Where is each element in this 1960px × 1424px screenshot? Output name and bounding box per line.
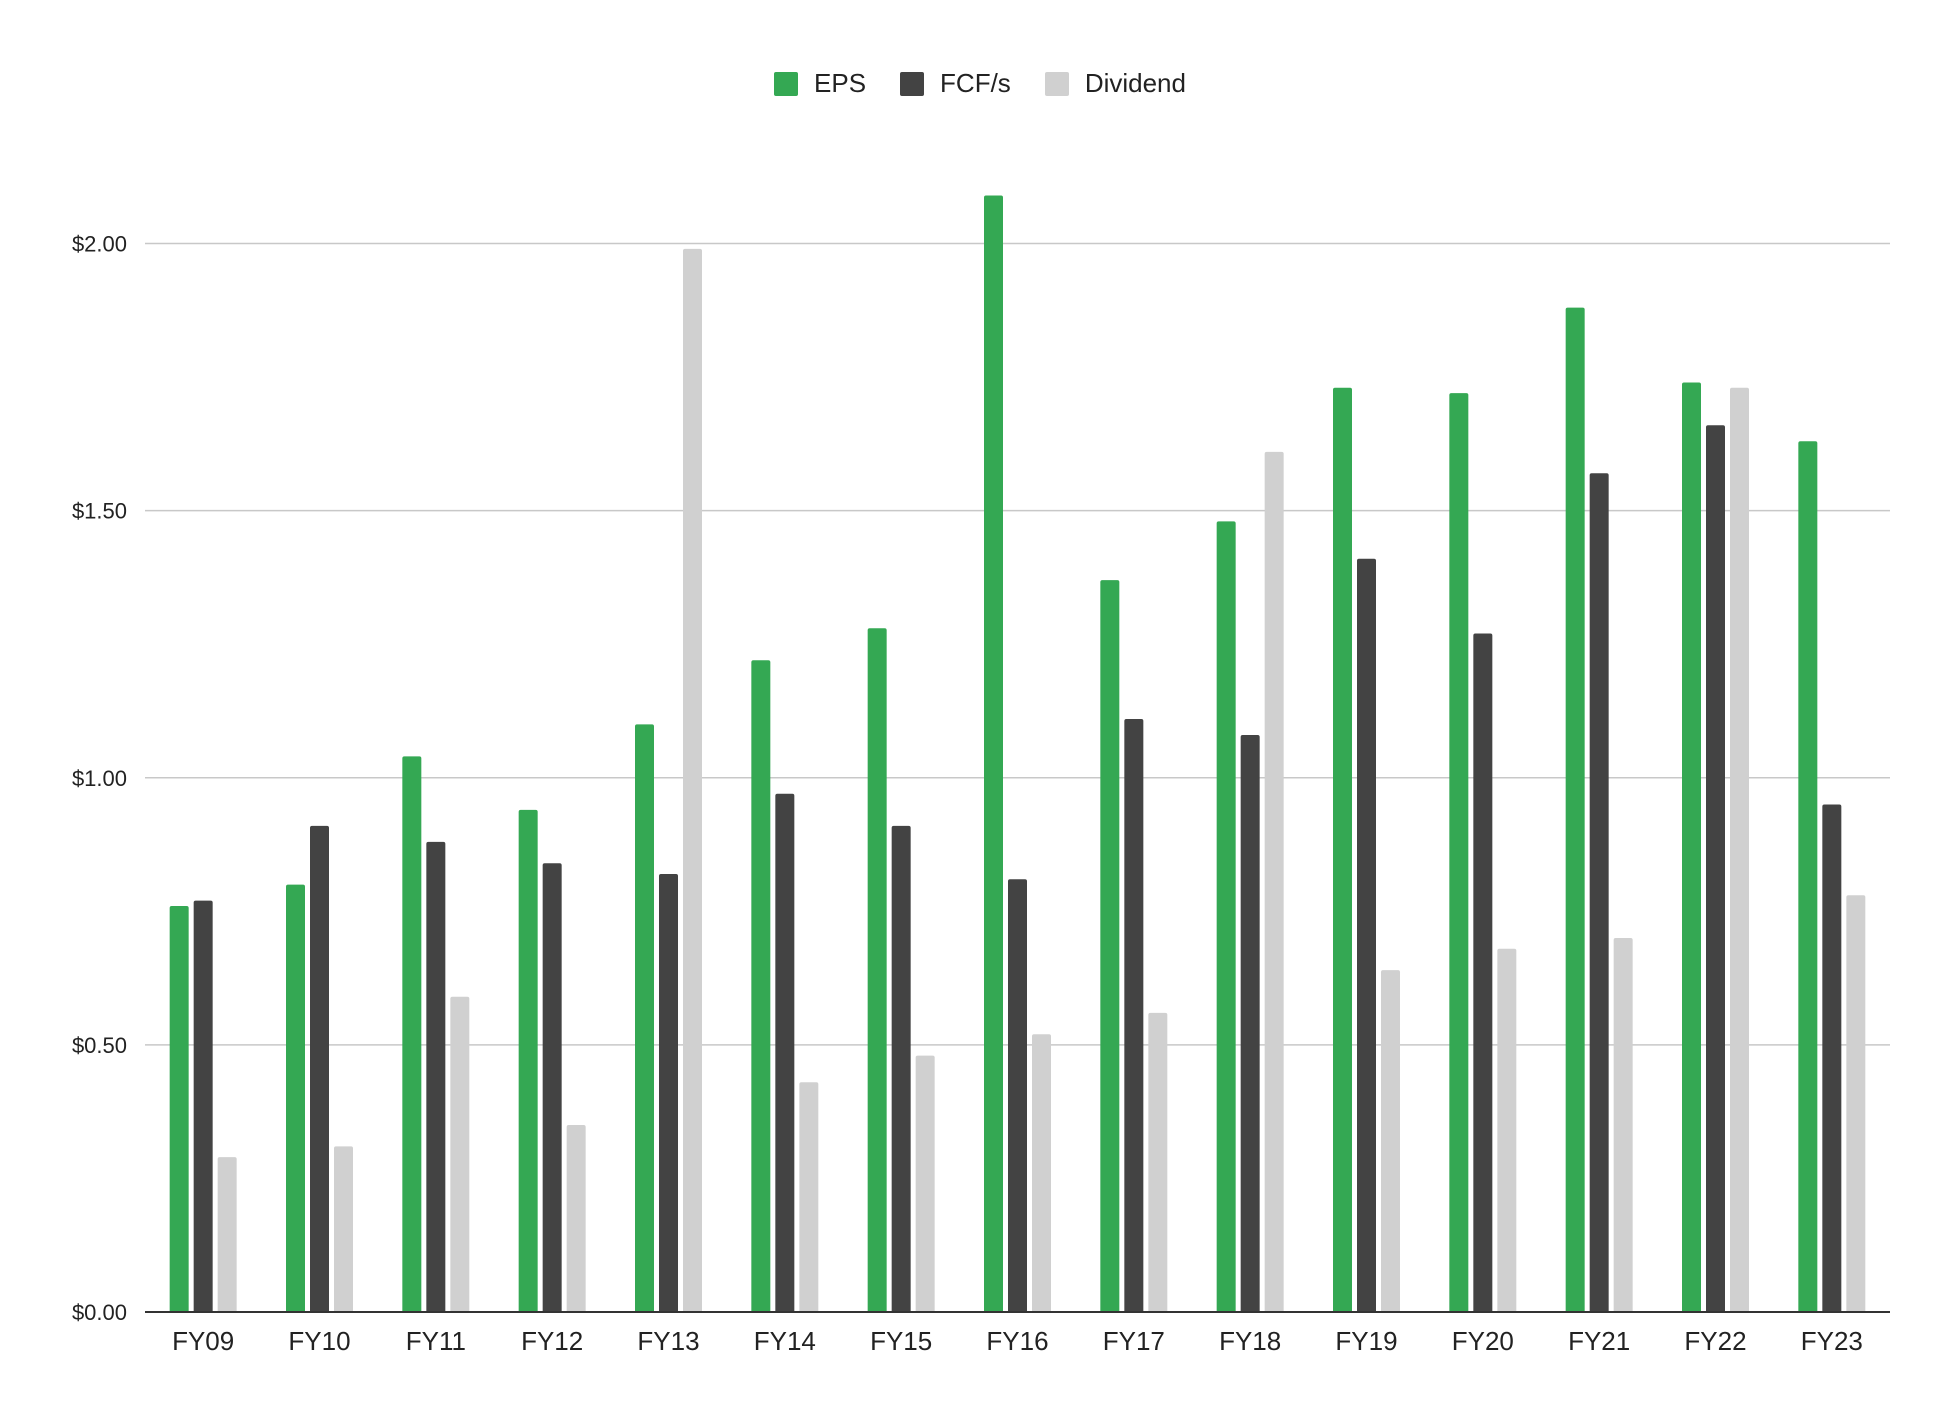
axis-labels: $0.00 $0.50 $1.00 $1.50 $2.00 FY09 FY10 FY11 FY1… (72, 232, 1863, 1356)
bar-dividend-fy09[interactable] (217, 1157, 237, 1312)
bar-fcf-fy20[interactable] (1473, 633, 1493, 1312)
bar-fcf-fy21[interactable] (1589, 473, 1609, 1312)
x-tick-label: FY22 (1684, 1326, 1746, 1356)
bar-eps-fy18[interactable] (1216, 521, 1236, 1312)
y-tick-label: $0.00 (72, 1300, 127, 1325)
bar-eps-fy23[interactable] (1798, 441, 1818, 1312)
x-tick-label: FY14 (754, 1326, 816, 1356)
x-tick-label: FY15 (870, 1326, 932, 1356)
bar-eps-fy11[interactable] (402, 756, 422, 1312)
bar-dividend-fy10[interactable] (334, 1146, 353, 1312)
x-tick-label: FY21 (1568, 1326, 1630, 1356)
bar-fcf-fy22[interactable] (1706, 425, 1725, 1312)
bar-dividend-fy16[interactable] (1032, 1034, 1051, 1312)
legend-item-dividend[interactable]: Dividend (1044, 68, 1186, 99)
bar-eps-fy09[interactable] (169, 905, 189, 1312)
bar-eps-fy10[interactable] (286, 884, 305, 1312)
legend-swatch-fcf (900, 71, 925, 96)
bar-fcf-fy12[interactable] (542, 863, 562, 1312)
x-tick-label: FY16 (986, 1326, 1048, 1356)
bar-dividend-fy22[interactable] (1730, 387, 1749, 1313)
x-tick-label: FY13 (637, 1326, 699, 1356)
bar-fcf-fy16[interactable] (1008, 879, 1027, 1312)
x-tick-label: FY12 (521, 1326, 583, 1356)
bars (169, 195, 1866, 1313)
bar-fcf-fy23[interactable] (1822, 804, 1842, 1312)
bar-fcf-fy18[interactable] (1240, 735, 1260, 1312)
x-tick-label: FY17 (1103, 1326, 1165, 1356)
bar-eps-fy21[interactable] (1565, 307, 1585, 1312)
legend-item-eps[interactable]: EPS (774, 68, 866, 99)
bar-dividend-fy21[interactable] (1613, 938, 1633, 1312)
bar-eps-fy19[interactable] (1333, 387, 1352, 1313)
bar-fcf-fy15[interactable] (891, 825, 911, 1312)
x-tick-label: FY23 (1801, 1326, 1863, 1356)
bar-fcf-fy11[interactable] (426, 841, 446, 1312)
legend-label-dividend: Dividend (1084, 68, 1186, 98)
bar-fcf-fy13[interactable] (659, 873, 678, 1312)
bar-dividend-fy15[interactable] (915, 1055, 935, 1312)
bar-eps-fy20[interactable] (1449, 393, 1469, 1312)
legend-item-fcf[interactable]: FCF/s (900, 68, 1011, 99)
legend-swatch-eps (774, 71, 799, 96)
legend-label-eps: EPS (814, 68, 867, 98)
legend-swatch-dividend (1044, 71, 1069, 96)
legend: EPS FCF/s Dividend (0, 68, 1960, 99)
bar-fcf-fy09[interactable] (193, 900, 213, 1312)
x-tick-label: FY20 (1452, 1326, 1514, 1356)
y-tick-label: $0.50 (72, 1033, 127, 1058)
x-tick-label: FY18 (1219, 1326, 1281, 1356)
bar-eps-fy12[interactable] (518, 809, 538, 1312)
bar-dividend-fy23[interactable] (1846, 895, 1866, 1312)
x-tick-label: FY09 (172, 1326, 234, 1356)
y-tick-label: $1.50 (72, 499, 127, 524)
bar-dividend-fy12[interactable] (566, 1125, 586, 1312)
bar-fcf-fy19[interactable] (1357, 558, 1376, 1312)
bar-fcf-fy10[interactable] (310, 825, 329, 1312)
bar-dividend-fy20[interactable] (1497, 948, 1517, 1312)
y-tick-label: $1.00 (72, 766, 127, 791)
bar-dividend-fy14[interactable] (799, 1082, 819, 1312)
x-tick-label: FY10 (288, 1326, 350, 1356)
bar-dividend-fy17[interactable] (1148, 1012, 1168, 1312)
bar-dividend-fy11[interactable] (450, 996, 470, 1312)
y-tick-label: $2.00 (72, 232, 127, 257)
bar-eps-fy17[interactable] (1100, 580, 1120, 1312)
bar-eps-fy16[interactable] (984, 195, 1003, 1312)
bar-fcf-fy14[interactable] (775, 793, 795, 1312)
bar-eps-fy13[interactable] (635, 724, 654, 1312)
bar-dividend-fy18[interactable] (1264, 451, 1284, 1312)
bar-eps-fy22[interactable] (1682, 382, 1701, 1312)
bar-dividend-fy19[interactable] (1381, 970, 1400, 1312)
legend-label-fcf: FCF/s (940, 68, 1011, 98)
x-tick-label: FY19 (1335, 1326, 1397, 1356)
x-tick-label: FY11 (406, 1326, 466, 1356)
bar-eps-fy14[interactable] (751, 660, 771, 1312)
bar-eps-fy15[interactable] (867, 628, 887, 1312)
bar-fcf-fy17[interactable] (1124, 719, 1144, 1312)
bar-dividend-fy13[interactable] (683, 248, 702, 1312)
